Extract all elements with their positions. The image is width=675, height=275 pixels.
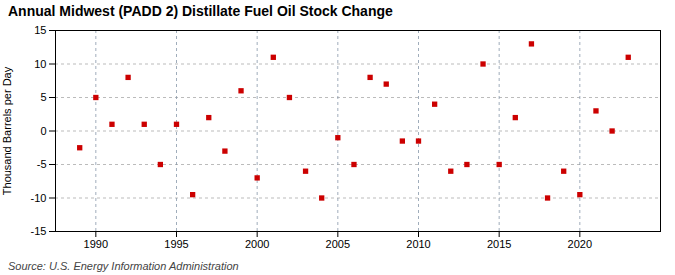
html-text:Source: U.S. Energy Informatio: Source: U.S. Energy Information Administ…: [8, 260, 239, 272]
svg-text:2000: 2000: [245, 238, 269, 250]
svg-text:-5: -5: [37, 158, 47, 170]
svg-text:2015: 2015: [487, 238, 511, 250]
svg-text:0: 0: [40, 125, 46, 137]
svg-text:5: 5: [40, 91, 46, 103]
svg-text:2010: 2010: [406, 238, 430, 250]
svg-text:2005: 2005: [326, 238, 350, 250]
svg-text:2020: 2020: [568, 238, 592, 250]
svg-text:1990: 1990: [84, 238, 108, 250]
html-text:Annual Midwest (PADD 2) Distil: Annual Midwest (PADD 2) Distillate Fuel …: [8, 3, 393, 19]
svg-text:-10: -10: [31, 192, 47, 204]
svg-text:-15: -15: [31, 225, 47, 237]
svg-text:1995: 1995: [164, 238, 188, 250]
svg-text:10: 10: [34, 58, 46, 70]
svg-text:15: 15: [34, 24, 46, 36]
svg-text:Thousand Barrels per Day: Thousand Barrels per Day: [1, 66, 13, 195]
